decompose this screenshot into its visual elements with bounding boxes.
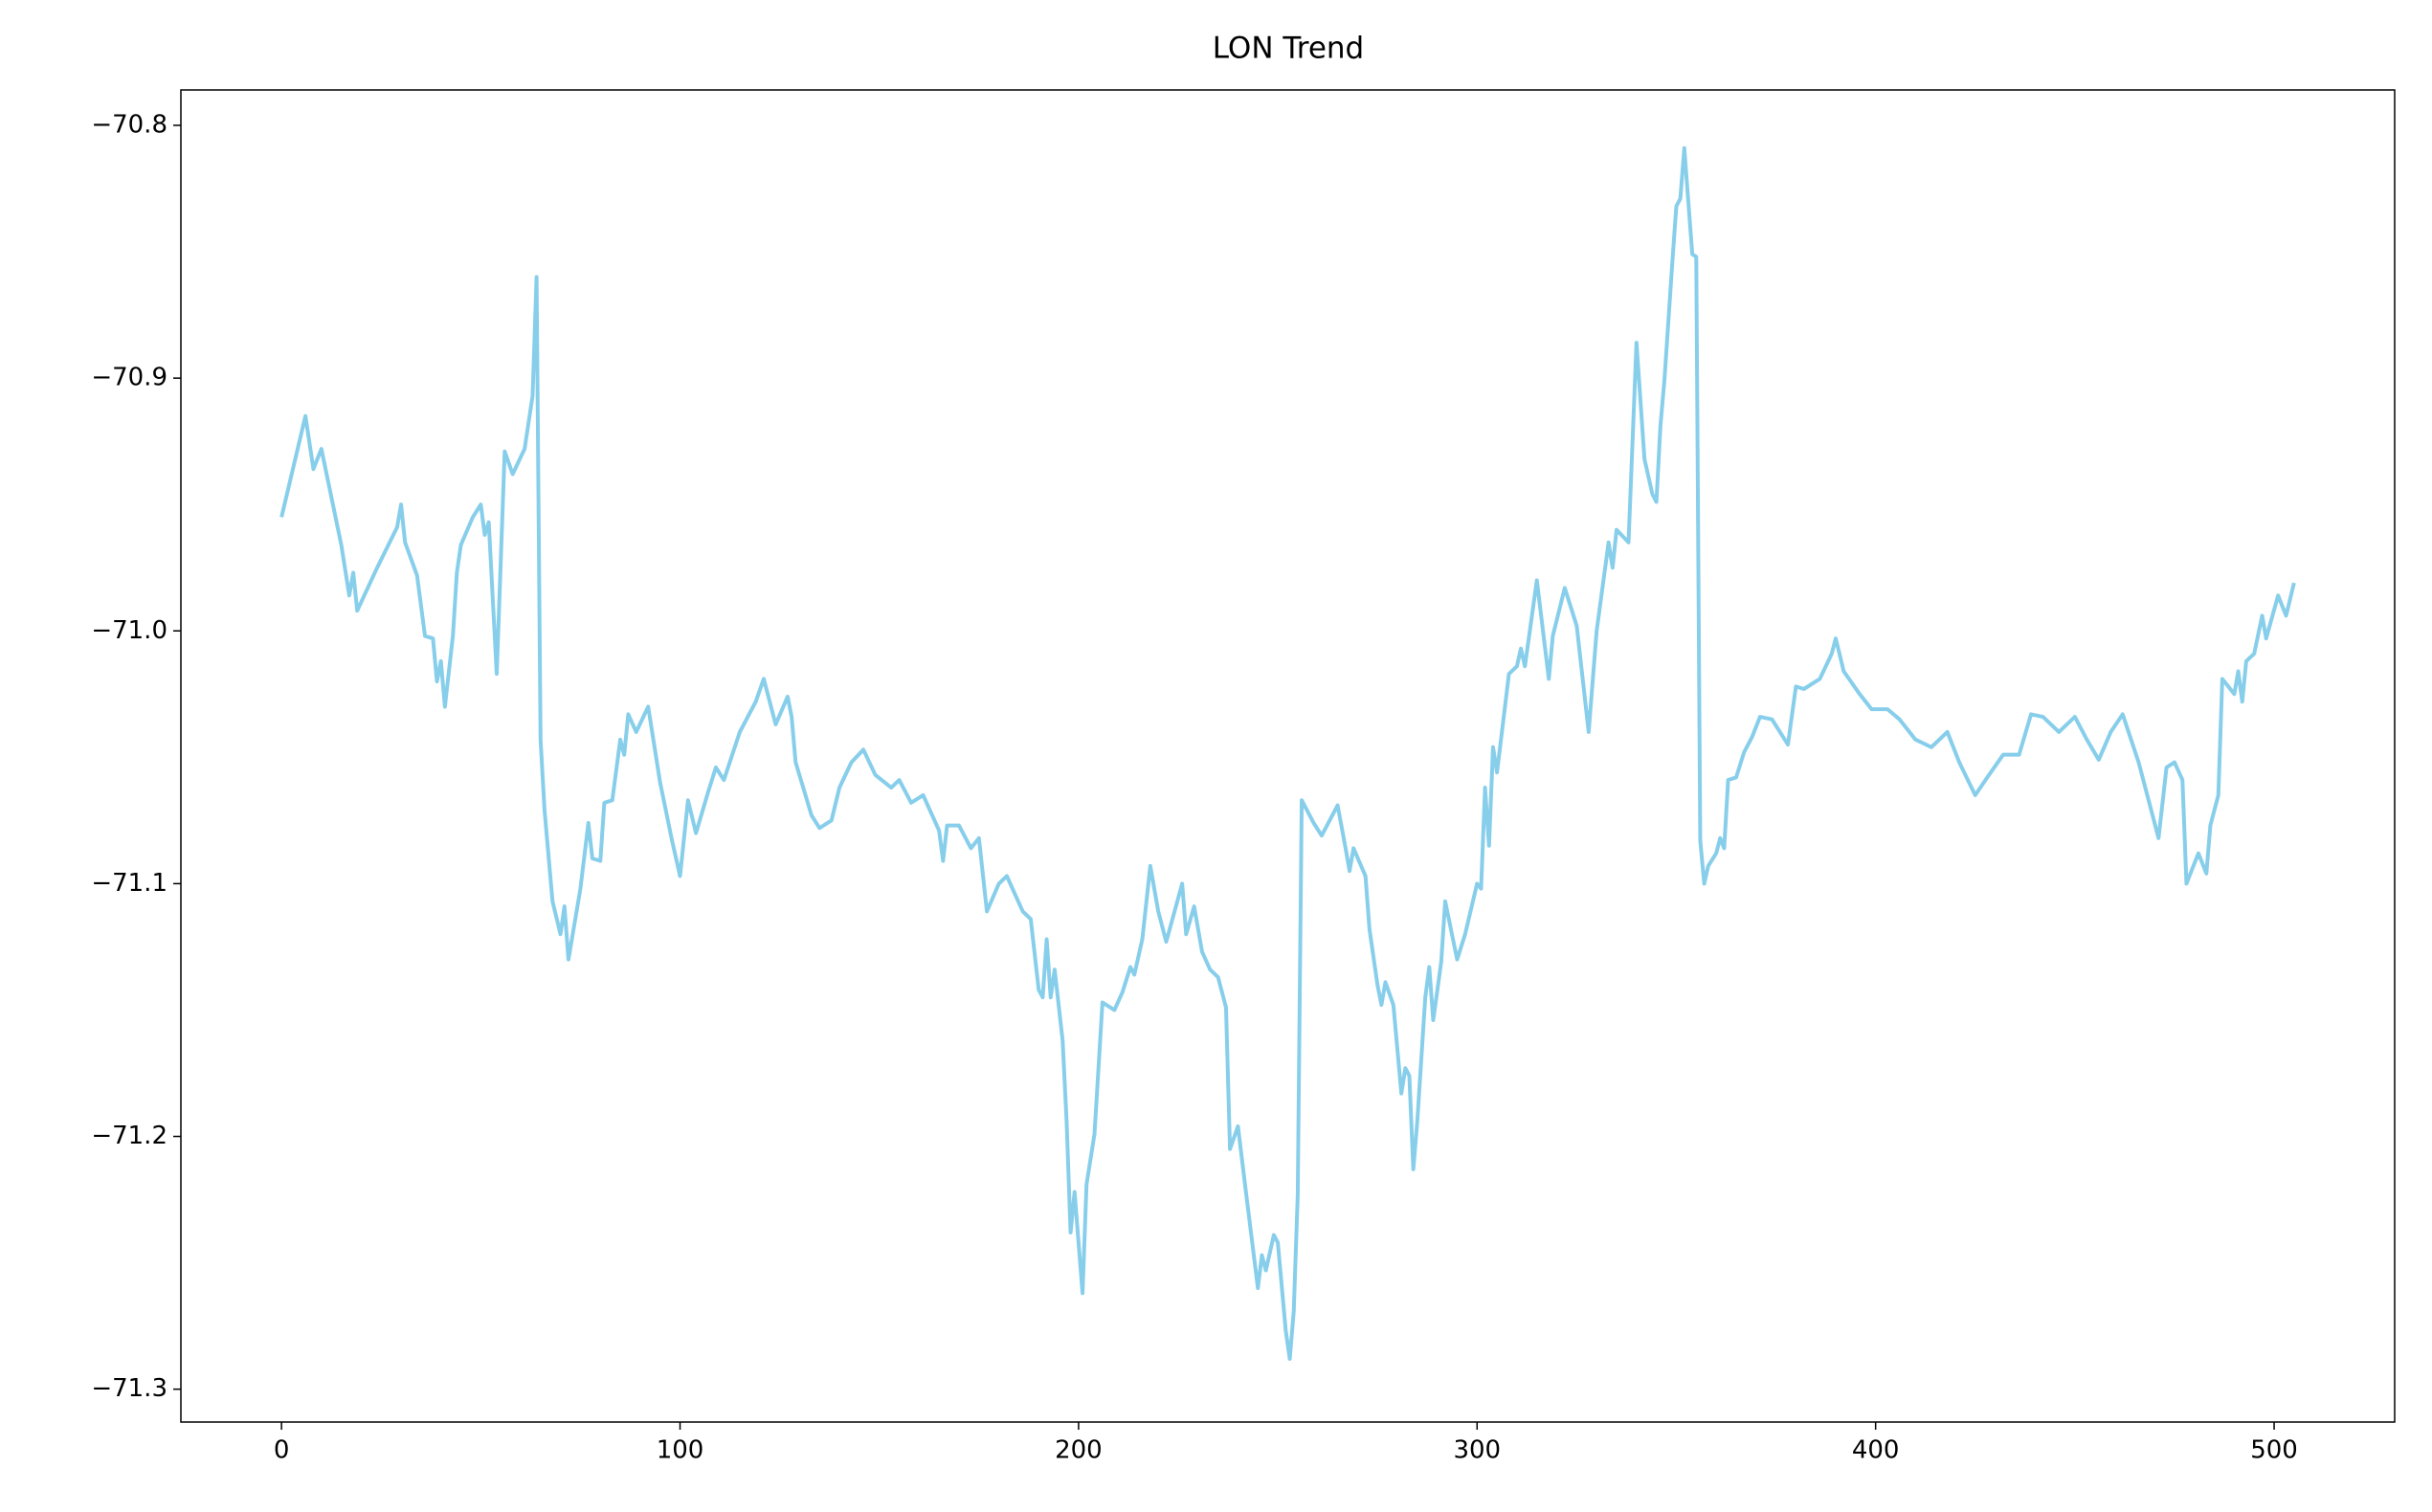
- plot-frame: [180, 89, 2396, 1423]
- y-tick-label: −71.2: [91, 1122, 167, 1150]
- y-tick-label: −71.0: [91, 616, 167, 645]
- x-tick-label: 300: [1453, 1436, 1501, 1465]
- x-tick-label: 400: [1852, 1436, 1900, 1465]
- x-tick-label: 500: [2250, 1436, 2298, 1465]
- x-tick-label: 200: [1055, 1436, 1103, 1465]
- x-tick-label: 0: [274, 1436, 290, 1465]
- y-tick-label: −70.9: [91, 364, 167, 392]
- y-tick-label: −71.1: [91, 869, 167, 898]
- chart-title: LON Trend: [1213, 32, 1364, 66]
- y-tick-label: −71.3: [91, 1374, 167, 1403]
- y-tick-label: −70.8: [91, 110, 167, 139]
- x-tick-label: 100: [657, 1436, 704, 1465]
- data-line: [279, 145, 2296, 1361]
